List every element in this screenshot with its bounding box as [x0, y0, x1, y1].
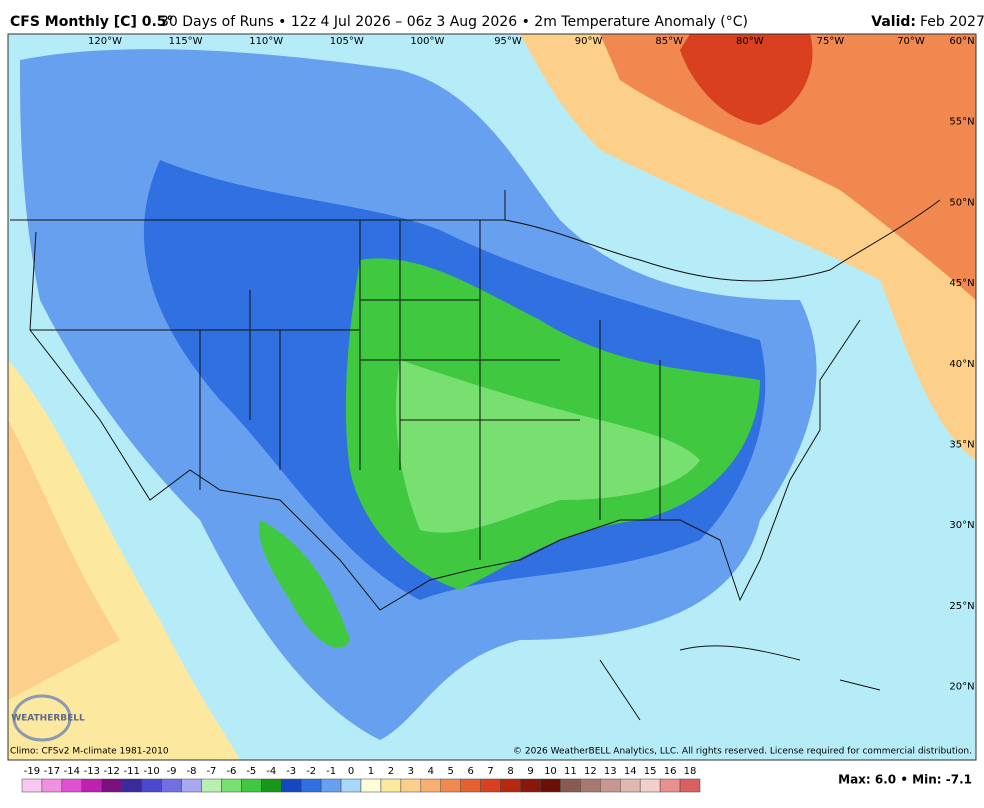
latitude-label: 30°N	[949, 520, 974, 531]
latitude-label: 40°N	[949, 359, 974, 370]
colorbar-label: -14	[64, 766, 80, 777]
longitude-label: 85°W	[655, 36, 683, 47]
colorbar-label: 12	[584, 766, 597, 777]
colorbar-label: 13	[604, 766, 617, 777]
latitude-label: 25°N	[949, 601, 974, 612]
colorbar-swatch	[500, 778, 521, 793]
colorbar-label: 16	[664, 766, 677, 777]
colorbar-swatch	[679, 778, 701, 793]
colorbar-label: 0	[348, 766, 354, 777]
logo: WEATHERBELL	[11, 714, 85, 724]
colorbar-swatch	[21, 778, 43, 793]
colorbar-label: -4	[266, 766, 276, 777]
colorbar-label: 7	[487, 766, 493, 777]
copyright: © 2026 WeatherBELL Analytics, LLC. All r…	[513, 747, 972, 757]
colorbar-swatch	[300, 778, 322, 793]
map: WEATHERBELL	[7, 33, 977, 761]
colorbar-label: -11	[124, 766, 140, 777]
colorbar-label: 10	[544, 766, 557, 777]
colorbar-label: 14	[624, 766, 637, 777]
colorbar-label: 3	[408, 766, 414, 777]
longitude-label: 120°W	[88, 36, 122, 47]
latitude-label: 35°N	[949, 440, 974, 451]
climo: Climo: CFSv2 M-climate 1981-2010	[10, 747, 169, 757]
longitude-label: 95°W	[494, 36, 522, 47]
colorbar-swatch	[81, 778, 103, 793]
colorbar-swatch	[440, 778, 461, 793]
colorbar-swatch	[161, 778, 182, 793]
colorbar-label: 4	[428, 766, 434, 777]
colorbar-swatch	[121, 778, 142, 793]
colorbar-swatch	[520, 778, 541, 793]
colorbar-swatch	[41, 778, 63, 793]
colorbar-label: 6	[467, 766, 473, 777]
colorbar-label: 8	[507, 766, 513, 777]
colorbar-swatch	[261, 778, 282, 793]
colorbar-label: 2	[388, 766, 394, 777]
colorbar-swatch	[141, 778, 162, 793]
longitude-label: 115°W	[169, 36, 203, 47]
colorbar-swatch	[101, 778, 122, 793]
latitude-label: 55°N	[949, 117, 974, 128]
stats: Max: 6.0 • Min: -7.1	[838, 773, 972, 787]
latitude-label: 60°N	[949, 36, 974, 47]
title: 30 Days of Runs • 12z 4 Jul 2026 – 06z 3…	[160, 14, 748, 30]
colorbar-swatch	[540, 778, 561, 793]
longitude-label: 70°W	[897, 36, 925, 47]
colorbar-swatch	[420, 778, 442, 793]
colorbar-swatch	[619, 778, 641, 793]
latitude-label: 20°N	[949, 682, 974, 693]
latitude-label: 45°N	[949, 278, 974, 289]
colorbar-label: 9	[527, 766, 533, 777]
valid-value: Feb 2027	[920, 14, 984, 30]
longitude-label: 75°W	[817, 36, 845, 47]
longitude-label: 105°W	[330, 36, 364, 47]
longitude-label: 90°W	[575, 36, 603, 47]
colorbar-label: -5	[246, 766, 256, 777]
colorbar-swatch	[659, 778, 681, 793]
colorbar-label: -10	[143, 766, 159, 777]
colorbar-label: -6	[226, 766, 236, 777]
colorbar-swatch	[400, 778, 422, 793]
colorbar-swatch	[560, 778, 581, 793]
colorbar-label: 11	[564, 766, 577, 777]
colorbar-label: 18	[684, 766, 697, 777]
colorbar-swatch	[320, 778, 342, 793]
colorbar-swatch	[61, 778, 83, 793]
longitude-label: 110°W	[249, 36, 283, 47]
colorbar-swatch	[221, 778, 242, 793]
colorbar-label: -2	[306, 766, 316, 777]
colorbar-swatch	[460, 778, 481, 793]
colorbar-label: 5	[448, 766, 454, 777]
colorbar-swatch	[380, 778, 402, 793]
colorbar-swatch	[241, 778, 262, 793]
colorbar-swatch	[340, 778, 362, 793]
colorbar-swatch	[580, 778, 601, 793]
colorbar-label: -7	[206, 766, 216, 777]
colorbar-label: -12	[104, 766, 120, 777]
colorbar-label: -17	[44, 766, 60, 777]
colorbar-label: -13	[84, 766, 100, 777]
colorbar-swatch	[480, 778, 501, 793]
colorbar-swatch	[181, 778, 202, 793]
colorbar-label: -3	[286, 766, 296, 777]
latitude-label: 50°N	[949, 197, 974, 208]
longitude-label: 100°W	[410, 36, 444, 47]
colorbar-label: -1	[326, 766, 336, 777]
colorbar-swatch	[639, 778, 661, 793]
colorbar-label: 15	[644, 766, 657, 777]
colorbar-label: -19	[24, 766, 40, 777]
colorbar-swatch	[201, 778, 222, 793]
colorbar-label: -9	[167, 766, 177, 777]
colorbar-label: 1	[368, 766, 374, 777]
colorbar-swatch	[600, 778, 621, 793]
colorbar-swatch	[360, 778, 382, 793]
longitude-label: 80°W	[736, 36, 764, 47]
valid-label: Valid:	[871, 14, 916, 30]
colorbar-label: -8	[187, 766, 197, 777]
colorbar-swatch	[280, 778, 302, 793]
title-bold: CFS Monthly [C] 0.5°	[10, 14, 174, 30]
